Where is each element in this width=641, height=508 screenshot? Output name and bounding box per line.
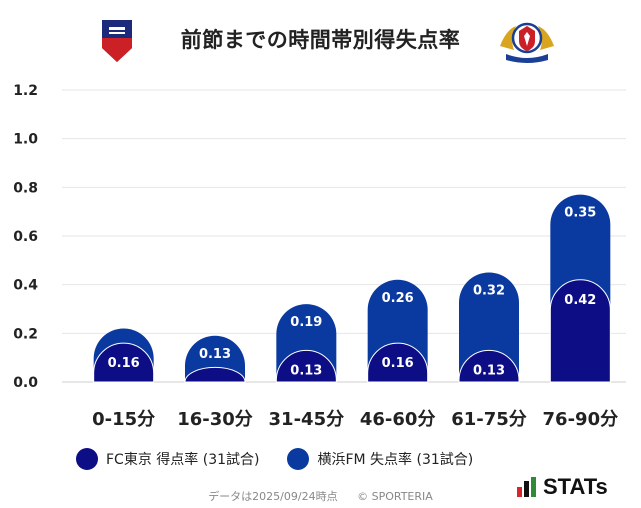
legend: FC東京 得点率 (31試合) 横浜FM 失点率 (31試合) bbox=[76, 448, 501, 470]
stats-brand: STATs bbox=[517, 474, 608, 500]
footer: データは2025/09/24時点 © SPORTERIA bbox=[0, 488, 641, 504]
x-tick-label: 76-90分 bbox=[543, 409, 619, 430]
y-tick-label: 0.0 bbox=[13, 375, 38, 391]
y-tick-label: 0.2 bbox=[13, 326, 38, 342]
legend-label-yokohama: 横浜FM 失点率 (31試合) bbox=[317, 452, 474, 468]
legend-item-fc-tokyo: FC東京 得点率 (31試合) bbox=[76, 448, 259, 470]
legend-swatch-yokohama bbox=[287, 448, 310, 470]
x-tick-label: 16-30分 bbox=[177, 409, 253, 430]
y-tick-label: 0.6 bbox=[13, 229, 38, 245]
data-label-fc-tokyo: 0.42 bbox=[564, 293, 596, 308]
legend-swatch-fc-tokyo bbox=[76, 448, 98, 470]
y-tick-label: 1.2 bbox=[13, 83, 38, 99]
bar-fc-tokyo-46-60分 bbox=[367, 342, 429, 383]
x-tick-label: 46-60分 bbox=[360, 409, 436, 430]
data-label-yokohama: 0.13 bbox=[199, 347, 231, 362]
stats-logo-icon bbox=[517, 477, 536, 497]
data-label-yokohama: 0.26 bbox=[382, 291, 414, 306]
data-label-fc-tokyo: 0.16 bbox=[108, 356, 140, 371]
data-label-fc-tokyo: 0.13 bbox=[473, 363, 505, 378]
bar-fc-tokyo-0-15分 bbox=[93, 342, 155, 383]
x-tick-label: 61-75分 bbox=[451, 409, 527, 430]
y-tick-label: 1.0 bbox=[13, 132, 38, 148]
data-label-fc-tokyo: 0.16 bbox=[382, 356, 414, 371]
stats-brand-name: STATs bbox=[543, 474, 608, 499]
bar-fc-tokyo-76-90分 bbox=[549, 279, 611, 383]
x-tick-label: 0-15分 bbox=[92, 409, 155, 430]
data-date-note: データは2025/09/24時点 bbox=[208, 490, 338, 503]
bar-chart: 0.0 0.2 0.4 0.6 0.8 1.0 1.2 0.16 0-15分 0.13 16-30… bbox=[13, 83, 626, 430]
bar-fc-tokyo-61-75分 bbox=[458, 349, 520, 383]
y-tick-label: 0.8 bbox=[13, 180, 38, 196]
yokohama-fm-logo bbox=[496, 16, 558, 70]
data-label-yokohama: 0.32 bbox=[473, 284, 505, 299]
data-label-yokohama: 0.35 bbox=[564, 206, 596, 221]
y-tick-label: 0.4 bbox=[13, 278, 38, 294]
legend-item-yokohama: 横浜FM 失点率 (31試合) bbox=[287, 448, 473, 470]
bar-fc-tokyo-31-45分 bbox=[275, 349, 337, 383]
data-label-yokohama: 0.19 bbox=[290, 315, 322, 330]
bar-fc-tokyo-16-30分 bbox=[184, 366, 246, 383]
copyright-note: © SPORTERIA bbox=[357, 490, 433, 503]
data-label-fc-tokyo: 0.13 bbox=[290, 363, 322, 378]
chart-title: 前節までの時間帯別得失点率 bbox=[180, 28, 461, 52]
x-tick-label: 31-45分 bbox=[269, 409, 345, 430]
legend-label-fc-tokyo: FC東京 得点率 (31試合) bbox=[106, 452, 260, 468]
fc-tokyo-logo bbox=[100, 18, 134, 68]
